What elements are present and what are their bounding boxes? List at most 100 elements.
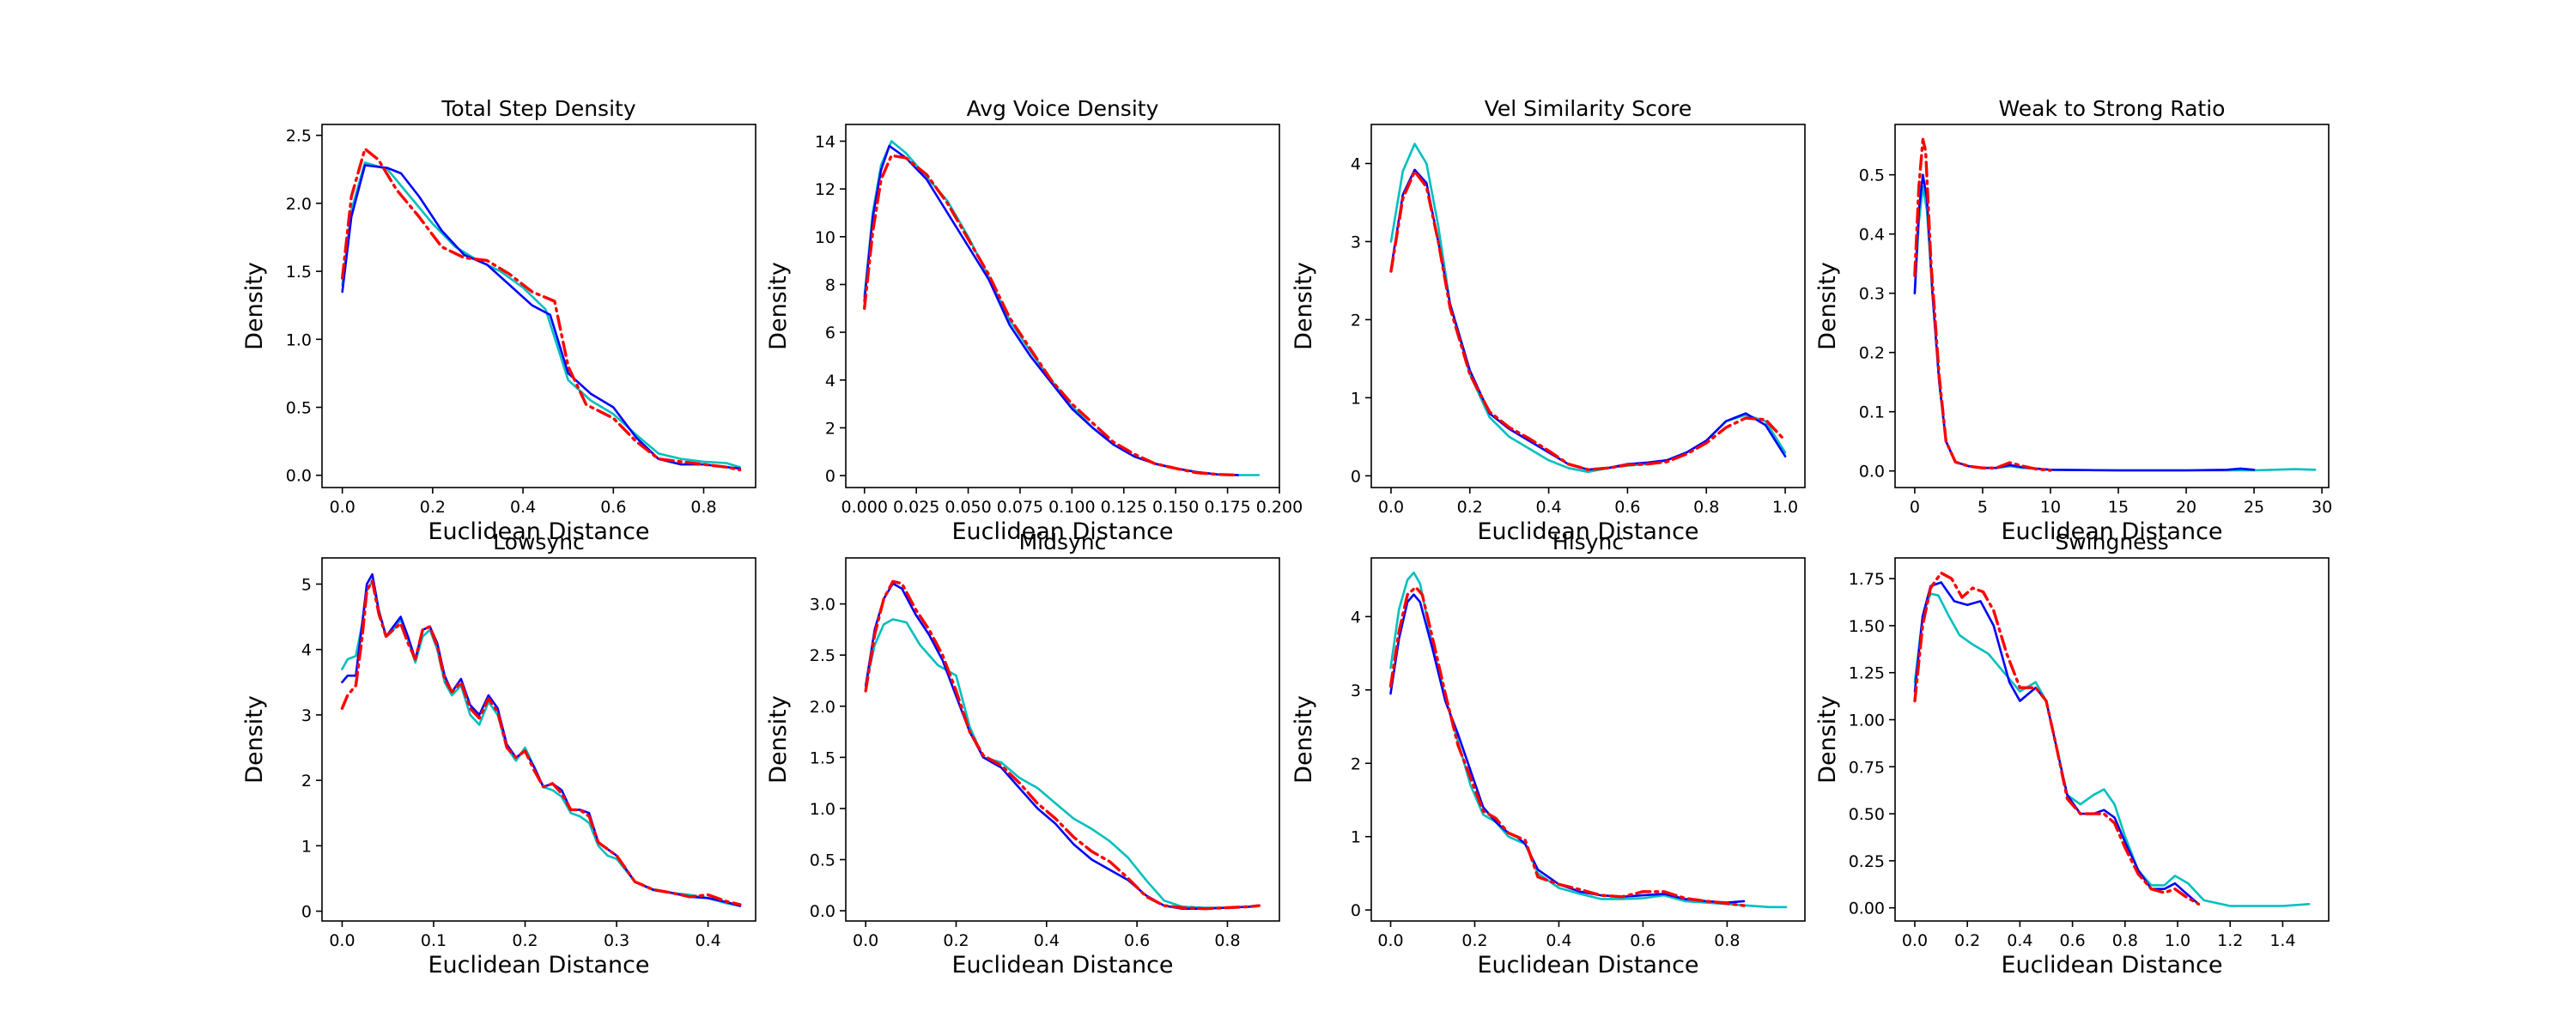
x-tick-label: 1.0 <box>2165 931 2190 950</box>
x-tick-label: 30 <box>2312 498 2332 517</box>
x-tick-label: 0.100 <box>1048 498 1095 517</box>
x-axis-label: Euclidean Distance <box>1477 952 1698 978</box>
y-tick-label: 0.25 <box>1849 852 1885 871</box>
series-line-0 <box>1913 592 2311 907</box>
x-tick-label: 0.0 <box>329 931 355 950</box>
y-tick-label: 0 <box>825 467 835 486</box>
y-tick-label: 2.0 <box>286 195 312 214</box>
subplot-0: 0.0 0.2 0.4 0.6 0.8 0.0 0.5 1.0 1.5 2.0 2.5 Total S… <box>241 96 756 545</box>
x-tick-label: 0.4 <box>1546 931 1571 950</box>
subplot-6: 0.0 0.2 0.4 0.6 0.8 0 1 2 3 4 Hisync Euclidean Dist… <box>1291 530 1806 978</box>
x-tick-label: 0.0 <box>1377 931 1403 950</box>
x-tick-label: 0.2 <box>1457 498 1483 517</box>
series-line-0 <box>864 618 1261 909</box>
y-tick-label: 1.0 <box>286 330 312 349</box>
x-tick-label: 0.150 <box>1152 498 1199 517</box>
y-tick-label: 0.5 <box>1859 167 1885 185</box>
x-tick-label: 1.2 <box>2217 931 2243 950</box>
series-line-0 <box>341 161 741 469</box>
x-tick-label: 0.025 <box>893 498 939 517</box>
y-tick-label: 2.5 <box>286 127 312 146</box>
x-tick-label: 0.2 <box>943 931 969 950</box>
y-axis-label: Density <box>241 695 268 784</box>
series-line-1 <box>1389 593 1746 904</box>
y-axis-label: Density <box>765 262 792 350</box>
series-line-1 <box>863 144 1239 476</box>
series-line-2 <box>340 579 742 906</box>
x-tick-label: 0 <box>1910 498 1920 517</box>
y-tick-label: 3 <box>1351 682 1361 700</box>
x-tick-label: 0.175 <box>1204 498 1250 517</box>
x-tick-label: 0.000 <box>841 498 888 517</box>
series-line-2 <box>1913 137 2052 472</box>
x-tick-label: 0.2 <box>1954 931 1980 950</box>
subplot-1: 0.000 0.025 0.050 0.075 0.100 0.125 0.150 0.175… <box>765 96 1303 545</box>
y-axis-label: Density <box>1291 262 1317 350</box>
y-tick-label: 3 <box>1351 233 1361 251</box>
y-tick-label: 0.0 <box>810 902 835 921</box>
x-tick-label: 0.6 <box>1124 931 1150 950</box>
x-tick-label: 0.0 <box>853 931 878 950</box>
subplot-3: 0 5 10 15 20 25 30 0.0 0.1 0.2 0.3 0.4 0.5 Weak to St… <box>1814 96 2332 545</box>
y-tick-label: 0.0 <box>286 467 312 486</box>
y-tick-label: 4 <box>825 372 835 391</box>
x-axis-label: Euclidean Distance <box>2001 518 2222 545</box>
y-axis-label: Density <box>1814 695 1841 784</box>
series-line-2 <box>863 154 1240 477</box>
x-tick-label: 0.125 <box>1101 498 1147 517</box>
x-tick-label: 20 <box>2176 498 2196 517</box>
axes-frame <box>845 557 1280 922</box>
axes-frame <box>1370 557 1806 922</box>
axes-frame <box>321 557 756 922</box>
x-axis-label: Euclidean Distance <box>951 518 1173 545</box>
subplot-title: Avg Voice Density <box>967 96 1159 121</box>
y-axis-label: Density <box>765 695 792 784</box>
y-tick-label: 2 <box>825 419 835 438</box>
x-axis-label: Euclidean Distance <box>428 952 649 978</box>
y-tick-label: 10 <box>815 228 835 247</box>
x-tick-label: 0.4 <box>1535 498 1561 517</box>
x-tick-label: 0.4 <box>1034 931 1060 950</box>
y-tick-label: 12 <box>815 180 835 199</box>
subplot-7: 0.0 0.2 0.4 0.6 0.8 1.0 1.2 1.4 0.00 0.25 0.50 0.75… <box>1814 530 2330 978</box>
x-tick-label: 0.0 <box>330 498 355 517</box>
axes-frame <box>1370 124 1806 488</box>
y-tick-label: 1.50 <box>1849 617 1885 636</box>
x-axis-label: Euclidean Distance <box>951 952 1173 978</box>
y-tick-label: 0 <box>1351 901 1361 920</box>
y-tick-label: 1.5 <box>286 263 312 282</box>
x-tick-label: 0.6 <box>1630 931 1656 950</box>
y-tick-label: 6 <box>825 324 835 342</box>
x-tick-label: 0.8 <box>1214 931 1240 950</box>
x-tick-label: 0.2 <box>420 498 446 517</box>
y-tick-label: 3.0 <box>810 596 835 615</box>
x-axis-label: Euclidean Distance <box>2001 952 2222 978</box>
series-line-2 <box>864 579 1261 911</box>
x-tick-label: 0.8 <box>1693 498 1719 517</box>
y-tick-label: 0.1 <box>1859 403 1885 422</box>
series-line-0 <box>1913 185 2317 472</box>
y-axis-label: Density <box>241 262 268 350</box>
axes-frame <box>1894 557 2330 922</box>
x-tick-label: 0.3 <box>604 931 629 950</box>
y-tick-label: 1 <box>1351 389 1361 408</box>
x-tick-label: 0.6 <box>1614 498 1640 517</box>
x-tick-label: 0.8 <box>1714 931 1740 950</box>
subplot-title: Midsync <box>1019 530 1107 554</box>
x-tick-label: 0.075 <box>997 498 1043 517</box>
y-tick-label: 0.3 <box>1859 285 1885 304</box>
x-tick-label: 0.8 <box>690 498 716 517</box>
series-line-1 <box>341 164 741 470</box>
x-tick-label: 0.050 <box>945 498 991 517</box>
x-tick-label: 0.0 <box>1902 931 1928 950</box>
y-tick-label: 1.00 <box>1849 711 1885 730</box>
y-tick-label: 8 <box>825 276 835 294</box>
axes-frame <box>1894 124 2330 488</box>
axes-frame <box>321 124 756 488</box>
y-tick-label: 0.5 <box>810 851 835 870</box>
y-tick-label: 2 <box>1351 311 1361 330</box>
y-tick-label: 1.75 <box>1849 570 1885 589</box>
series-line-1 <box>1913 173 2256 472</box>
y-tick-label: 1 <box>301 837 312 856</box>
x-tick-label: 0.4 <box>510 498 536 517</box>
